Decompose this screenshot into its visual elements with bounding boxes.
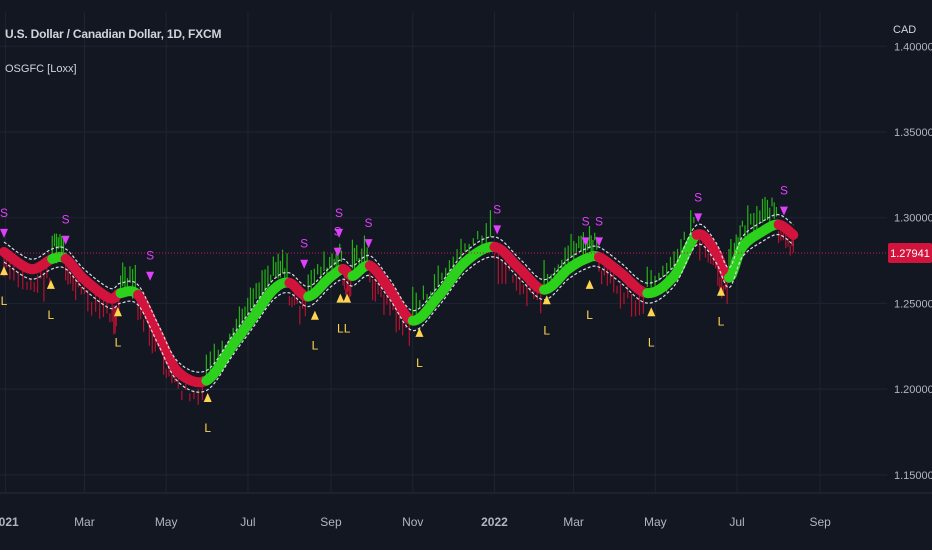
price-axis-background	[887, 0, 932, 550]
short-signal-marker	[364, 239, 373, 249]
long-signal-marker	[310, 310, 319, 320]
long-signal-marker	[46, 279, 55, 289]
long-signal-marker	[415, 327, 424, 337]
short-signal-marker	[0, 228, 8, 238]
y-tick-label: 1.25000	[894, 298, 932, 310]
long-signal-label: L	[718, 315, 725, 329]
short-signal-label: S	[694, 190, 702, 204]
indicator-label[interactable]: OSGFC [Loxx]	[5, 63, 77, 75]
bear-filter-segment	[489, 241, 550, 295]
short-signal-label: S	[62, 213, 70, 227]
short-signal-marker	[61, 235, 70, 245]
y-tick-label: 1.30000	[894, 213, 932, 225]
long-signal-label: L	[115, 335, 122, 349]
long-signal-label: L	[344, 322, 351, 336]
lower-band	[3, 233, 794, 393]
short-signal-label: S	[365, 216, 373, 230]
bear-filter-segment	[691, 229, 734, 283]
long-signal-marker	[585, 279, 594, 289]
long-signal-label: L	[204, 421, 211, 435]
y-tick-label: 1.20000	[894, 384, 932, 396]
short-signal-label: S	[582, 214, 590, 228]
short-signal-marker	[335, 228, 344, 238]
long-signal-label: L	[48, 308, 55, 322]
long-signal-label: L	[337, 322, 344, 336]
x-tick-label: Jul	[240, 515, 255, 529]
short-signal-label: S	[780, 184, 788, 198]
x-tick-label: 2021	[0, 515, 19, 529]
bear-filter-segment	[594, 252, 653, 299]
short-signal-marker	[300, 259, 309, 269]
last-price-value: 1.27941	[890, 248, 930, 260]
x-tick-label: May	[155, 515, 178, 529]
bear-filter-segment	[364, 260, 418, 326]
short-signal-marker	[595, 237, 604, 247]
short-signal-marker	[493, 225, 502, 235]
chart-title: U.S. Dollar / Canadian Dollar, 1D, FXCM	[5, 27, 222, 41]
short-signal-label: S	[335, 206, 343, 220]
long-signal-marker	[343, 293, 352, 303]
bull-filter-segment	[407, 241, 500, 326]
bull-filter-segment	[642, 229, 702, 299]
x-tick-label: Jul	[729, 515, 744, 529]
x-tick-label: Mar	[74, 515, 95, 529]
y-tick-label: 1.40000	[894, 41, 932, 53]
bear-filter-segment	[60, 253, 126, 304]
y-tick-label: 1.15000	[894, 470, 932, 482]
x-tick-label: Nov	[402, 515, 423, 529]
long-signal-label: L	[543, 323, 550, 337]
upper-band	[3, 213, 794, 373]
long-signal-label: L	[586, 308, 593, 322]
long-signal-label: L	[312, 339, 319, 353]
long-signal-label: L	[648, 335, 655, 349]
short-signal-label: S	[595, 214, 603, 228]
x-tick-label: 2022	[481, 515, 508, 529]
last-price-badge	[888, 243, 932, 264]
long-signal-marker	[542, 295, 551, 305]
long-signal-marker	[203, 393, 212, 402]
x-tick-label: Sep	[809, 515, 831, 529]
x-tick-label: May	[644, 515, 667, 529]
short-signal-marker	[779, 206, 788, 216]
bull-filter-segment	[201, 277, 295, 386]
short-signal-marker	[581, 237, 590, 247]
short-signal-marker	[694, 213, 703, 223]
long-signal-marker	[716, 286, 725, 296]
long-signal-marker	[647, 307, 656, 317]
short-signal-label: S	[300, 237, 308, 251]
long-signal-marker	[0, 266, 8, 276]
bull-filter-segment	[303, 264, 349, 302]
x-tick-label: Mar	[563, 515, 584, 529]
short-signal-marker	[146, 271, 155, 281]
currency-label: CAD	[893, 24, 917, 36]
short-signal-label: S	[493, 202, 501, 216]
bear-filter-segment	[773, 219, 799, 240]
long-signal-label: L	[1, 294, 8, 308]
bear-filter-segment	[0, 247, 58, 275]
y-tick-label: 1.35000	[894, 127, 932, 139]
bear-filter-segment	[133, 289, 212, 388]
short-signal-label: S	[0, 206, 8, 220]
bull-filter-segment	[539, 251, 604, 295]
long-signal-label: L	[416, 356, 423, 370]
long-signal-marker	[113, 307, 122, 317]
bull-filter-segment	[724, 219, 784, 283]
x-tick-label: Sep	[320, 515, 342, 529]
long-signal-marker	[336, 293, 345, 303]
short-signal-label: S	[146, 249, 154, 263]
short-signal-marker	[333, 247, 342, 257]
